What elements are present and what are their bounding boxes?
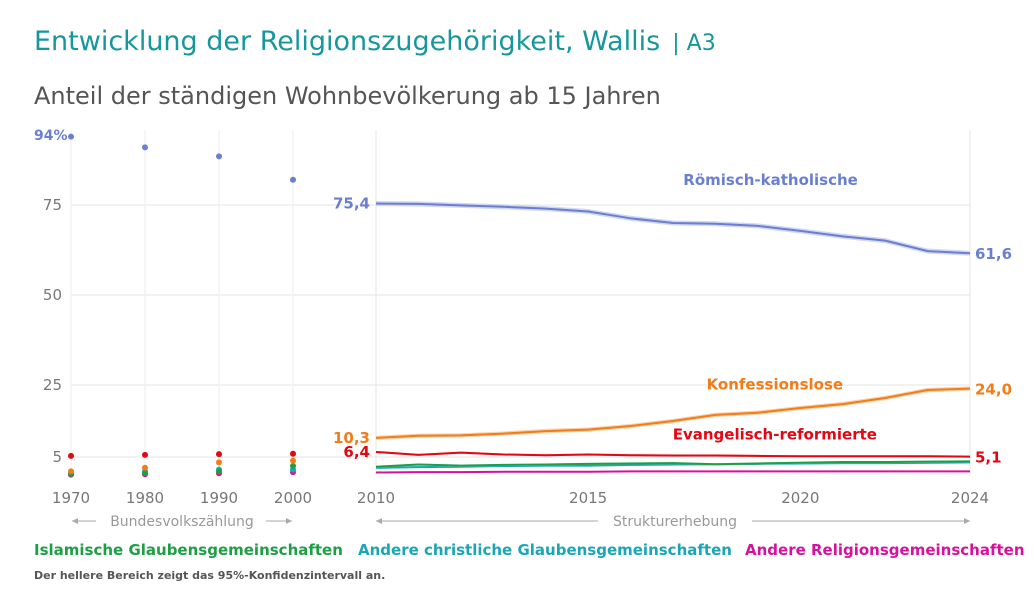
census-point-konfessionslose-1990 <box>216 459 222 466</box>
x-tick-label-2015: 2015 <box>569 489 607 507</box>
legend-label-other-christian: Andere christliche Glaubensgemeinschafte… <box>358 541 732 559</box>
annotation-konfessionslose: Konfessionslose <box>707 375 844 393</box>
survey-arrow-left-head <box>376 518 382 524</box>
census-point-islamische-glaubensgemeinschaften-2000 <box>290 463 296 469</box>
y-tick-label-25: 25 <box>43 376 62 394</box>
line-andere-religionsgemeinschaften <box>375 470 970 474</box>
census-point-evangelisch-reformierte-1980 <box>142 451 148 458</box>
census-point-islamische-glaubensgemeinschaften-1980 <box>142 470 148 477</box>
start-label-evangelisch-reformierte: 6,4 <box>343 443 370 461</box>
chart-code: | A3 <box>672 31 716 56</box>
legend-other-christian: Andere christliche Glaubensgemeinschafte… <box>358 541 732 559</box>
chart-title: Entwicklung der Religionszugehörigkeit, … <box>34 26 716 57</box>
x-tick-label-1980: 1980 <box>126 489 164 507</box>
line-r-misch-katholische <box>375 202 971 255</box>
legend-other-religions: Andere Religionsgemeinschaften <box>745 541 1025 559</box>
census-point-r-misch-katholische-2000 <box>290 176 296 183</box>
y-tick-label-75: 75 <box>43 196 62 214</box>
line-konfessionslose <box>375 387 971 439</box>
line-islamische-glaubensgemeinschaften <box>375 460 971 468</box>
period-label-survey: Strukturerhebung <box>613 514 737 530</box>
confidence-note: Der hellere Bereich zeigt das 95%-Konfid… <box>34 569 386 582</box>
y-top-label: 94% <box>34 128 68 144</box>
period-label-census: Bundesvolkszählung <box>110 514 254 530</box>
x-tick-label-1970: 1970 <box>52 489 90 507</box>
x-tick-label-2010: 2010 <box>357 489 395 507</box>
census-arrow-right-head <box>286 518 292 524</box>
end-label-konfessionslose: 24,0 <box>975 381 1012 399</box>
census-point-islamische-glaubensgemeinschaften-1990 <box>216 468 222 475</box>
census-point-konfessionslose-2000 <box>290 457 296 464</box>
legend-label-islamic: Islamische Glaubensgemeinschaften <box>34 541 343 559</box>
start-label-konfessionslose: 10,3 <box>333 429 370 447</box>
annotation-evangelisch-reformierte: Evangelisch-reformierte <box>673 426 877 444</box>
x-tick-label-1990: 1990 <box>200 489 238 507</box>
census-arrow-left-head <box>72 518 78 524</box>
census-point-evangelisch-reformierte-1990 <box>216 451 222 458</box>
census-point-r-misch-katholische-1980 <box>142 144 148 151</box>
x-tick-label-2024: 2024 <box>951 489 989 507</box>
census-point-evangelisch-reformierte-2000 <box>290 450 296 457</box>
census-point-konfessionslose-1980 <box>142 464 148 471</box>
y-tick-label-50: 50 <box>43 286 62 304</box>
survey-arrow-right-head <box>964 518 970 524</box>
chart-subtitle: Anteil der ständigen Wohnbevölkerung ab … <box>34 82 661 110</box>
chart-title-text: Entwicklung der Religionszugehörigkeit, … <box>34 26 661 57</box>
legend-islamic: Islamische Glaubensgemeinschaften <box>34 541 343 559</box>
line-evangelisch-reformierte <box>375 450 971 458</box>
end-label-evangelisch-reformierte: 5,1 <box>975 449 1002 467</box>
end-label-r-misch-katholische: 61,6 <box>975 245 1012 263</box>
census-point-konfessionslose-1970 <box>68 468 74 475</box>
chart-code-text: A3 <box>686 31 716 56</box>
start-label-r-misch-katholische: 75,4 <box>333 195 370 213</box>
x-tick-label-2020: 2020 <box>781 489 819 507</box>
census-point-evangelisch-reformierte-1970 <box>68 452 74 459</box>
ci-band-r-misch-katholische <box>376 201 970 256</box>
census-point-r-misch-katholische-1970 <box>68 133 74 140</box>
census-point-r-misch-katholische-1990 <box>216 153 222 160</box>
y-tick-label-5: 5 <box>52 448 62 466</box>
legend-label-other-religions: Andere Religionsgemeinschaften <box>745 541 1025 559</box>
annotation-r-misch-katholische: Römisch-katholische <box>683 171 858 189</box>
x-tick-label-2000: 2000 <box>274 489 312 507</box>
